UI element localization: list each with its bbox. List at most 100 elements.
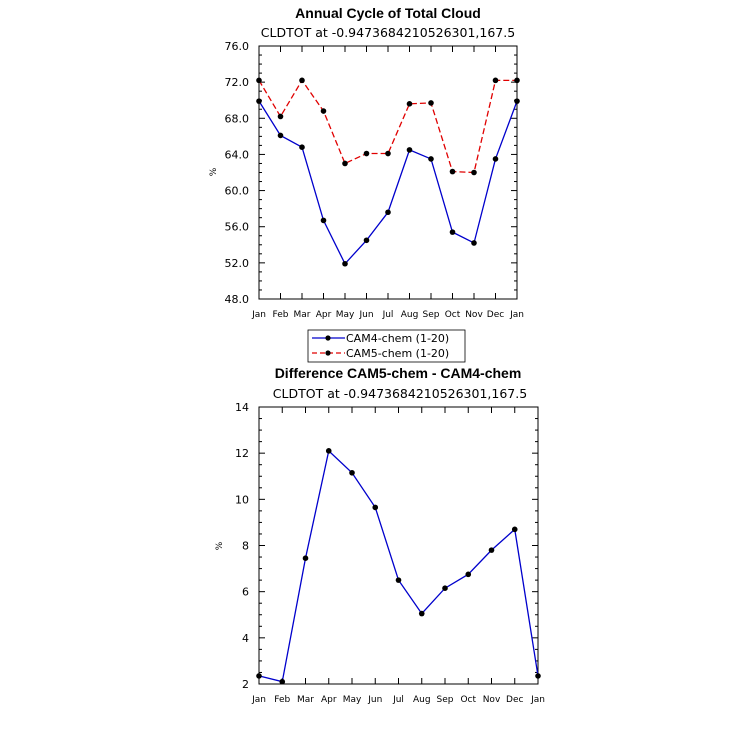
y-tick-label: 4 <box>242 632 249 645</box>
x-tick-label: Sep <box>437 695 454 705</box>
series-group <box>256 448 541 685</box>
x-tick-label: Dec <box>506 695 523 705</box>
legend-box <box>307 329 466 363</box>
y-tick-label: 64.0 <box>225 148 250 161</box>
data-point <box>449 168 456 175</box>
data-point <box>465 571 472 578</box>
data-point <box>277 113 284 120</box>
x-tick-label: Jun <box>367 695 382 705</box>
data-point <box>320 108 327 114</box>
x-tick-label: Sep <box>423 310 440 320</box>
data-point <box>256 77 262 84</box>
x-tick-label: Oct <box>460 695 476 705</box>
x-tick-label: Apr <box>321 695 337 705</box>
data-point <box>471 240 477 246</box>
y-tick-label: 56.0 <box>225 221 250 234</box>
data-point <box>325 448 332 454</box>
y-tick-label: 12 <box>235 447 249 460</box>
data-point <box>418 610 425 617</box>
y-tick-label: 10 <box>235 493 249 506</box>
data-point <box>514 77 520 84</box>
y-tick-label: 72.0 <box>225 76 250 89</box>
data-point <box>385 150 391 157</box>
x-tick-label: Aug <box>401 310 419 320</box>
data-point <box>363 237 370 244</box>
x-tick-label: Jan <box>530 695 545 705</box>
data-point <box>428 100 434 106</box>
y-tick-label: 6 <box>242 586 249 599</box>
data-point <box>256 98 262 104</box>
data-point <box>535 673 541 679</box>
x-tick-label: Jan <box>251 310 266 320</box>
x-tick-label: Feb <box>274 695 290 705</box>
x-tick-label: May <box>343 695 362 705</box>
x-tick-label: Mar <box>297 695 314 705</box>
chart-title: Annual Cycle of Total Cloud <box>295 5 481 21</box>
x-tick-label: Mar <box>294 310 311 320</box>
data-point <box>395 577 402 583</box>
x-tick-labels: Jan Feb Mar Apr May Jun Jul Aug Sep Oct Nov Dec Jan <box>251 310 524 320</box>
data-point <box>488 547 495 553</box>
data-point <box>256 673 262 679</box>
data-point <box>385 209 391 216</box>
x-tick-label: Apr <box>316 310 332 320</box>
legend-label-cam4: CAM4-chem (1-20) <box>346 332 449 345</box>
legend-label-cam5: CAM5-chem (1-20) <box>346 347 449 360</box>
data-point <box>299 144 305 150</box>
y-axis-label: % <box>215 541 225 550</box>
x-tick-label: Jan <box>509 310 524 320</box>
data-point <box>406 101 413 107</box>
data-point <box>277 132 284 139</box>
x-tick-label: Jul <box>382 310 394 320</box>
data-point <box>299 77 305 84</box>
data-point <box>511 526 518 533</box>
chart-annual-cycle: Annual Cycle of Total Cloud CLDTOT at -0… <box>209 5 524 320</box>
y-tick-label: 2 <box>242 678 249 691</box>
data-point <box>372 504 379 511</box>
y-tick-label: 14 <box>235 401 249 414</box>
x-tick-label: Dec <box>487 310 504 320</box>
data-point <box>471 169 477 176</box>
y-tick-label: 76.0 <box>225 40 250 53</box>
y-tick-label: 8 <box>242 540 249 553</box>
y-tick-label: 48.0 <box>225 293 250 306</box>
x-tick-label: Nov <box>465 310 483 320</box>
data-point <box>514 98 520 104</box>
data-point <box>363 150 370 157</box>
x-tick-labels: Jan Feb Mar Apr May Jun Jul Aug Sep Oct Nov Dec Jan <box>251 695 545 705</box>
x-tick-label: Nov <box>483 695 501 705</box>
series-line-0 <box>258 100 518 265</box>
data-point <box>302 555 309 561</box>
chart-subtitle: CLDTOT at -0.9473684210526301,167.5 <box>273 386 527 401</box>
data-point <box>279 678 286 685</box>
legend-marker-cam5 <box>325 350 331 356</box>
plot-frame <box>258 45 518 300</box>
y-tick-label: 68.0 <box>225 112 250 125</box>
chart-title: Difference CAM5-chem - CAM4-chem <box>275 365 522 381</box>
y-axis-label: % <box>209 167 219 176</box>
chart-difference: Difference CAM5-chem - CAM4-chem CLDTOT … <box>215 365 545 705</box>
legend: CAM4-chem (1-20) CAM5-chem (1-20) <box>307 329 466 363</box>
y-tick-labels: 48.0 52.0 56.0 60.0 64.0 68.0 72.0 76.0 <box>225 40 250 306</box>
x-tick-label: May <box>336 310 355 320</box>
x-tick-label: Jun <box>358 310 373 320</box>
x-tick-label: Jul <box>392 695 404 705</box>
legend-marker-cam4 <box>325 335 331 341</box>
tick-marks <box>258 45 518 300</box>
x-tick-label: Aug <box>413 695 431 705</box>
series-line-1 <box>258 79 517 174</box>
series-group <box>256 77 520 267</box>
data-point <box>428 156 434 162</box>
data-point <box>492 156 499 162</box>
x-tick-label: Feb <box>273 310 289 320</box>
data-point <box>349 469 355 476</box>
data-point <box>320 217 327 224</box>
x-tick-label: Oct <box>445 310 461 320</box>
data-point <box>442 585 448 592</box>
data-point <box>342 160 348 167</box>
chart-subtitle: CLDTOT at -0.9473684210526301,167.5 <box>261 25 515 40</box>
series-line-0 <box>258 449 539 683</box>
y-tick-label: 52.0 <box>225 257 250 270</box>
data-point <box>406 147 413 153</box>
